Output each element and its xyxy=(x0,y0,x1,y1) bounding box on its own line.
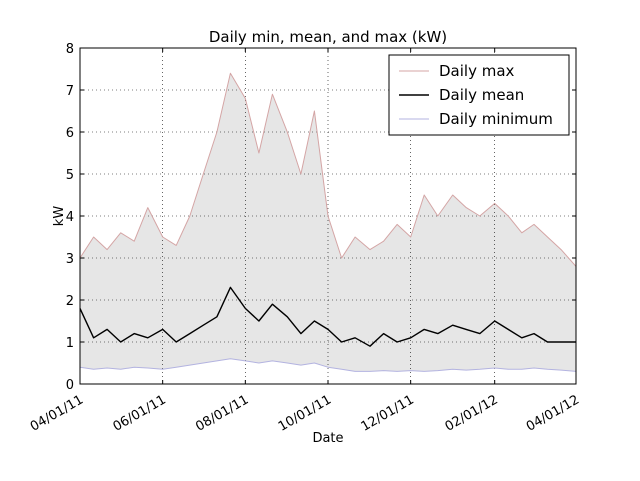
series-line-daily-minimum xyxy=(79,358,577,372)
y-tick-label: 2 xyxy=(66,294,74,309)
y-tick-label: 5 xyxy=(66,168,74,183)
y-tick-label: 3 xyxy=(66,252,74,267)
fill-between-area xyxy=(80,73,576,372)
y-tick-label: 4 xyxy=(66,210,74,225)
y-tick-label: 6 xyxy=(66,126,74,141)
x-tick-label: 10/01/11 xyxy=(276,392,334,434)
x-tick-label: 04/01/11 xyxy=(28,392,86,434)
x-tick-label: 12/01/11 xyxy=(359,392,417,434)
y-tick-label: 1 xyxy=(66,336,74,351)
x-tick-label: 08/01/11 xyxy=(193,392,251,434)
series-line-daily-max xyxy=(79,72,577,267)
x-tick-label: 04/01/12 xyxy=(524,392,582,434)
legend-label: Daily mean xyxy=(439,86,524,104)
y-axis-title: kW xyxy=(52,206,67,227)
plot-frame xyxy=(79,47,577,385)
legend-label: Daily minimum xyxy=(439,110,553,128)
chart-title: Daily min, mean, and max (kW) xyxy=(209,28,447,46)
y-tick-label: 8 xyxy=(66,42,74,57)
legend-label: Daily max xyxy=(439,62,515,80)
y-tick-label: 0 xyxy=(66,378,74,393)
x-axis-title: Date xyxy=(312,431,343,446)
y-tick-label: 7 xyxy=(66,84,74,99)
x-tick-label: 06/01/11 xyxy=(111,392,169,434)
x-tick-label: 02/01/12 xyxy=(443,392,501,434)
series-line-daily-mean xyxy=(79,286,576,347)
legend: Daily max Daily mean Daily minimum xyxy=(388,54,570,136)
